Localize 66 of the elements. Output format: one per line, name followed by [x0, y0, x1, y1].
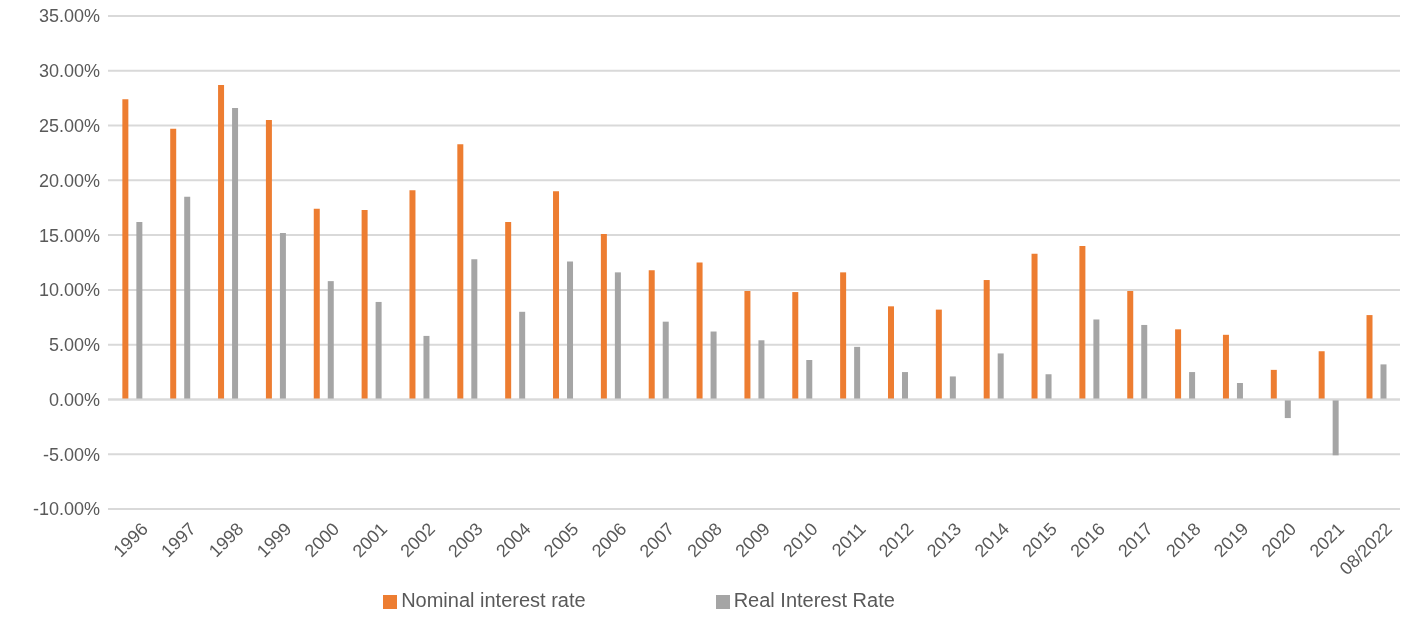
- y-tick-label: 20.00%: [38, 170, 100, 191]
- bar: [423, 335, 430, 400]
- bar: [614, 272, 621, 400]
- bar: [854, 346, 861, 400]
- y-tick-label: 15.00%: [38, 225, 100, 246]
- bar: [279, 232, 286, 400]
- bar: [1380, 364, 1387, 400]
- bar: [457, 144, 464, 400]
- y-tick-label: 5.00%: [48, 335, 100, 356]
- bar: [1127, 290, 1134, 400]
- y-tick-label: 10.00%: [38, 280, 100, 301]
- bar: [935, 309, 942, 400]
- bar: [997, 353, 1004, 400]
- bar: [744, 290, 751, 400]
- bar: [1189, 372, 1196, 400]
- bar: [840, 272, 847, 400]
- bar: [1141, 324, 1148, 400]
- legend-label: Real Interest Rate: [733, 589, 895, 611]
- bar: [471, 259, 478, 400]
- bar: [313, 208, 320, 400]
- bar: [519, 311, 526, 400]
- bar: [232, 108, 239, 400]
- bar: [567, 261, 574, 400]
- bar: [136, 221, 143, 400]
- bar: [1079, 246, 1086, 400]
- bar: [1031, 253, 1038, 400]
- bar: [361, 209, 368, 400]
- bar: [887, 306, 894, 400]
- bar: [983, 280, 990, 400]
- bar: [122, 99, 129, 400]
- y-tick-label: 35.00%: [38, 6, 100, 27]
- bar: [170, 128, 177, 400]
- bar: [901, 372, 908, 400]
- bar: [696, 262, 703, 400]
- legend-label: Nominal interest rate: [401, 589, 586, 611]
- bar: [1318, 351, 1325, 400]
- bar: [648, 270, 655, 400]
- bar: [792, 292, 799, 400]
- bar: [184, 196, 191, 400]
- bar: [409, 190, 416, 400]
- bar: [1093, 319, 1100, 400]
- bar: [1332, 399, 1339, 456]
- y-tick-label: 25.00%: [38, 115, 100, 136]
- bar: [375, 301, 382, 400]
- bar: [710, 331, 717, 400]
- bar: [806, 360, 813, 400]
- bar: [1366, 315, 1373, 400]
- bar: [265, 120, 272, 400]
- bar: [218, 85, 225, 400]
- bar: [1175, 329, 1182, 400]
- y-tick-label: -10.00%: [32, 499, 100, 520]
- bar: [600, 234, 607, 400]
- bar: [1236, 383, 1243, 400]
- y-tick-label: 30.00%: [38, 61, 100, 82]
- y-tick-label: 0.00%: [48, 389, 100, 410]
- bar: [327, 281, 334, 400]
- bar: [758, 340, 765, 400]
- bar: [1284, 399, 1291, 419]
- bar: [505, 221, 512, 400]
- bar: [1270, 369, 1277, 400]
- bar: [662, 321, 669, 400]
- bar: [553, 191, 560, 400]
- bar: [1045, 374, 1052, 400]
- bar: [949, 376, 956, 400]
- bar: [1222, 334, 1229, 400]
- y-tick-label: -5.00%: [42, 444, 100, 465]
